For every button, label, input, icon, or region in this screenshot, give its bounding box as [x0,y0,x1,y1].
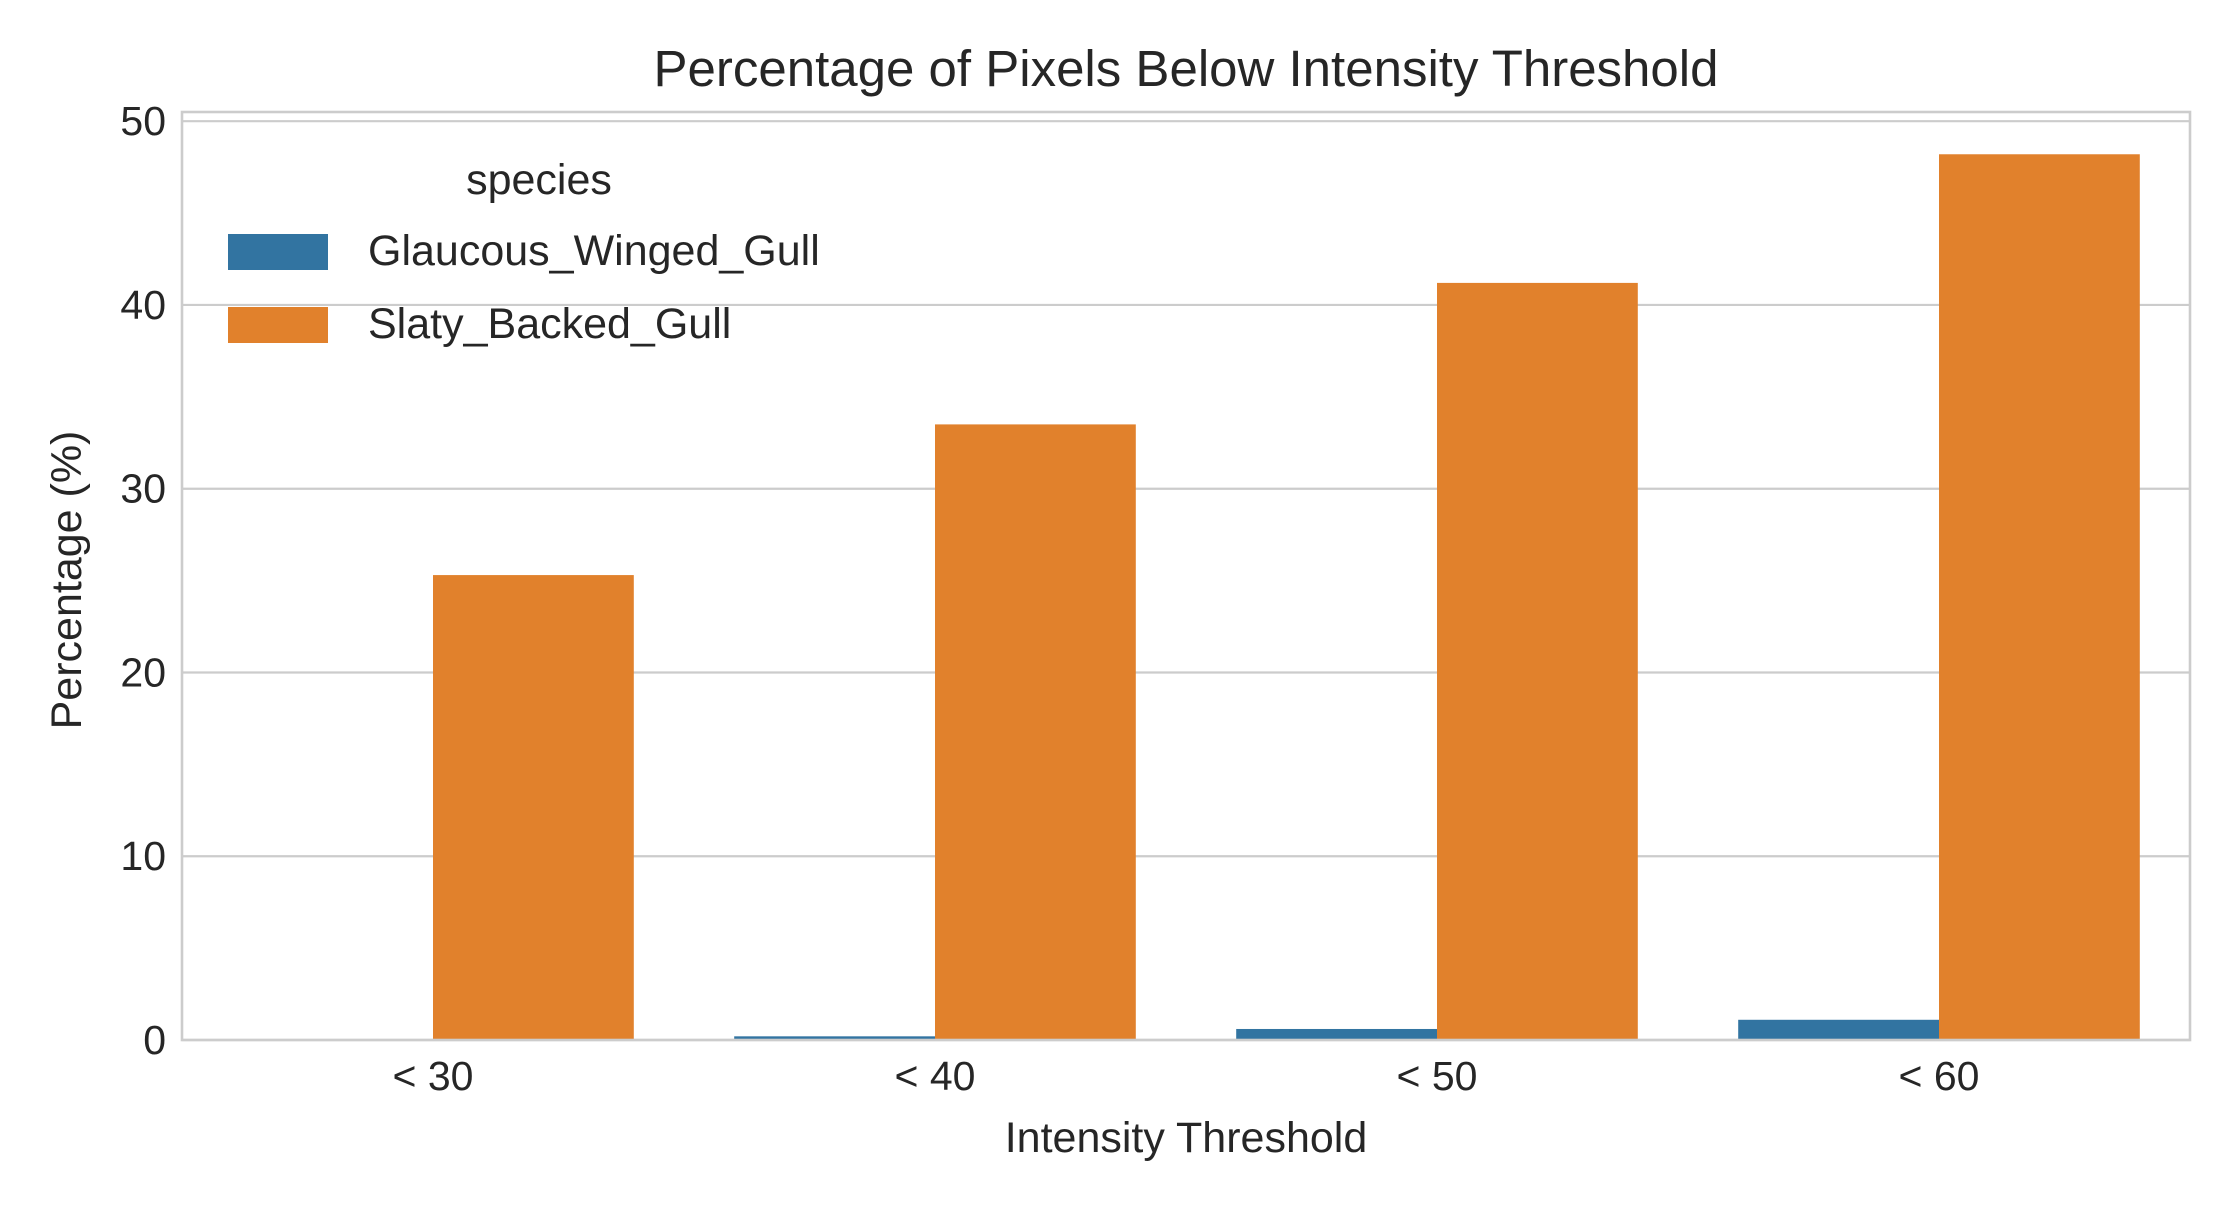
y-tick-label: 50 [120,98,166,144]
x-tick-label: < 60 [1899,1053,1980,1099]
plot-frame [180,110,2192,1042]
y-tick-label: 10 [120,833,166,879]
bar-slaty-backed-gull-2 [1437,282,1638,1040]
y-tick-labels: 0 10 20 30 40 50 [120,98,166,1063]
bars [433,154,2140,1041]
legend-swatch-slaty-backed-gull [228,307,328,343]
y-tick-label: 0 [143,1017,166,1063]
legend-swatch-glaucous-winged-gull [228,234,328,270]
legend: species Glaucous_Winged_Gull Slaty_Backed… [228,156,820,348]
legend-label: Glaucous_Winged_Gull [368,227,820,275]
bar-slaty-backed-gull-3 [1939,154,2140,1040]
y-tick-label: 30 [120,466,166,512]
y-tick-label: 40 [120,282,166,328]
bar-glaucous-winged-gull-2 [1236,1028,1437,1040]
x-axis-label: Intensity Threshold [1005,1114,1368,1162]
legend-label: Slaty_Backed_Gull [368,300,731,348]
bar-slaty-backed-gull-1 [935,424,1136,1041]
x-tick-label: < 30 [393,1053,474,1099]
y-axis-label: Percentage (%) [43,431,91,730]
x-tick-label: < 40 [895,1053,976,1099]
bar-glaucous-winged-gull-1 [734,1036,935,1040]
bar-slaty-backed-gull-0 [433,575,634,1040]
y-tick-label: 20 [120,649,166,695]
legend-title: species [466,156,612,204]
x-tick-labels: < 30 < 40 < 50 < 60 [393,1053,1980,1099]
x-tick-label: < 50 [1397,1053,1478,1099]
legend-entries: Glaucous_Winged_Gull Slaty_Backed_Gull [228,227,820,348]
bar-glaucous-winged-gull-3 [1738,1019,1939,1040]
chart-title: Percentage of Pixels Below Intensity Thr… [654,40,1719,97]
